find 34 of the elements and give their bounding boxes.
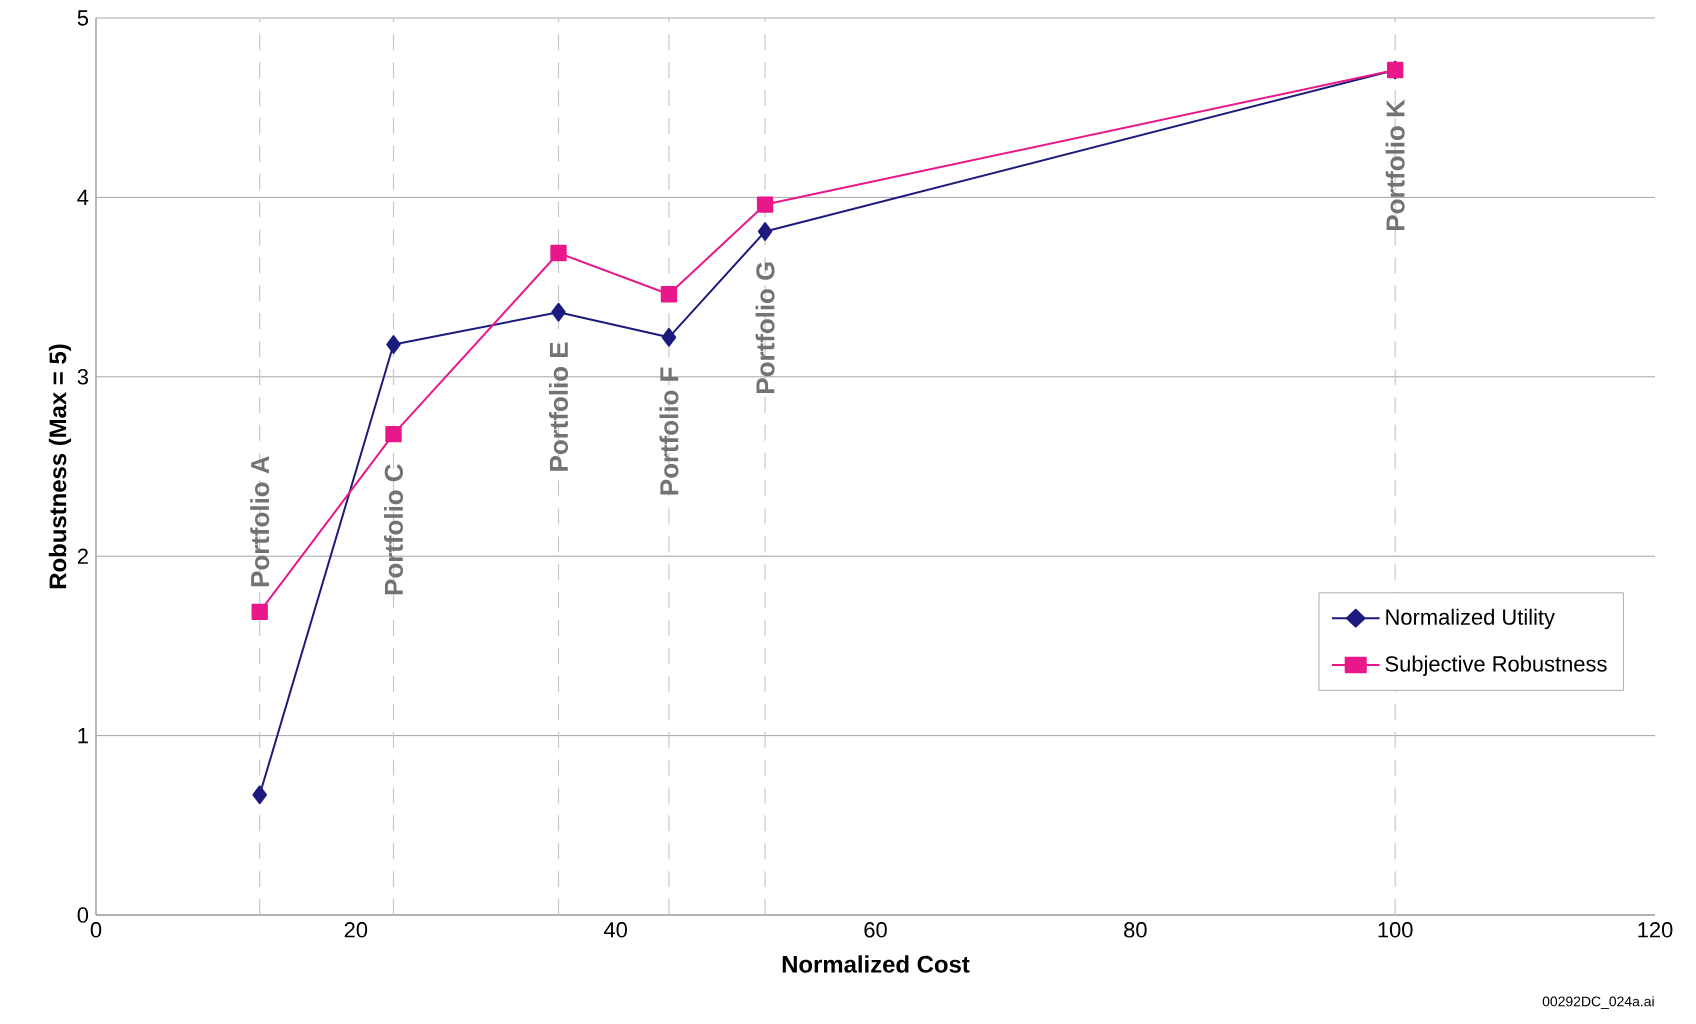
ref-line-label: Portfolio F [659, 367, 679, 495]
point [251, 603, 268, 620]
legend-label: Normalized Utility [1386, 608, 1555, 630]
point [551, 302, 566, 322]
y-tick-label: 3 [77, 369, 88, 385]
point [661, 327, 677, 347]
x-tick-label: 100 [1378, 922, 1413, 938]
ref-line-label: Portfolio C [383, 464, 404, 595]
text: 00292DC_024a.ai [1542, 996, 1654, 1010]
legend-label: Subjective Robustness [1385, 655, 1607, 676]
point [386, 335, 401, 354]
x-axis-title: Normalized Cost [782, 955, 970, 973]
point [756, 196, 774, 213]
x-tick-label: 80 [1124, 922, 1147, 938]
point [550, 244, 567, 262]
y-tick-label: 2 [77, 548, 88, 564]
y-tick-label: 5 [77, 10, 89, 26]
x-tick-label: 20 [344, 922, 368, 938]
x-tick-label: 0 [90, 922, 102, 938]
y-tick-label: 0 [77, 907, 89, 923]
point [757, 222, 773, 241]
y-axis-title: Robustness (Max = 5) [48, 344, 72, 589]
x-tick-label: 60 [864, 922, 887, 938]
y-tick-label: 1 [78, 728, 88, 744]
x-tick-label: 120 [1638, 922, 1673, 938]
ref-line-label: Portfolio E [548, 342, 569, 471]
x-tick-label: 40 [603, 922, 627, 938]
y-tick-label: 4 [77, 189, 89, 205]
ref-line-label: Portfolio G [755, 262, 775, 393]
point [660, 286, 678, 303]
ref-line-label: Portfolio K [1385, 99, 1405, 230]
point [252, 785, 267, 805]
ref-line-label: Portfolio A [250, 456, 270, 587]
point [385, 426, 402, 443]
